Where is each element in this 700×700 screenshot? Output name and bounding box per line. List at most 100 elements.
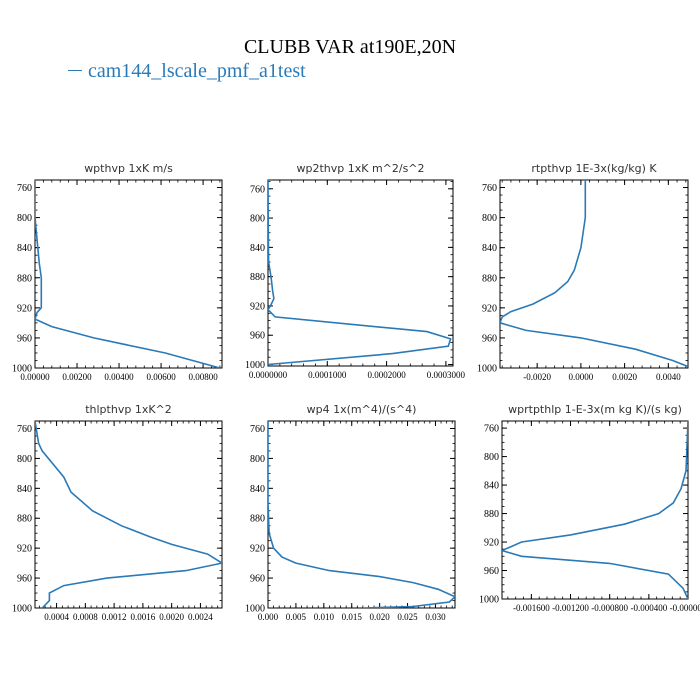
x-tick-label: 0.030 <box>425 612 446 622</box>
y-tick-label: 1000 <box>12 604 32 615</box>
y-tick-label: 840 <box>17 484 32 495</box>
y-tick-label: 760 <box>250 184 265 195</box>
y-tick-label: 1000 <box>245 604 265 615</box>
x-tick-label: 0.0000 <box>569 372 594 382</box>
y-tick-label: 760 <box>17 183 32 194</box>
y-tick-label: 760 <box>482 183 497 194</box>
x-tick-label: 0.0002000 <box>367 370 406 380</box>
plot-frame <box>501 420 689 600</box>
series-line <box>268 180 452 366</box>
x-tick-label: -0.000000 <box>670 603 700 613</box>
y-tick-label: 880 <box>482 273 497 284</box>
x-tick-label: 0.010 <box>314 612 335 622</box>
y-tick-label: 1000 <box>479 595 499 606</box>
y-tick-label: 800 <box>250 214 265 225</box>
x-tick-label: -0.000800 <box>591 603 628 613</box>
y-tick-label: 960 <box>484 566 499 577</box>
plot-frame <box>499 179 689 369</box>
y-tick-label: 840 <box>250 243 265 254</box>
x-tick-label: 0.0040 <box>656 372 681 382</box>
panel-3: rtpthvp 1E-3x(kg/kg) K 760 800 840 880 920 960… <box>477 162 689 382</box>
y-tick-label: 1000 <box>477 364 497 375</box>
x-tick-label: 0.00600 <box>146 372 176 382</box>
panel-title: wpthvp 1xK m/s <box>84 162 173 175</box>
series-line <box>268 421 455 608</box>
y-tick-label: 840 <box>17 243 32 254</box>
x-tick-label: -0.001200 <box>552 603 589 613</box>
x-tick-label: -0.000400 <box>630 603 667 613</box>
plot-frame <box>267 420 456 609</box>
x-tick-label: 0.005 <box>286 612 307 622</box>
series-line <box>502 421 688 599</box>
legend-label: cam144_lscale_pmf_a1test <box>88 60 306 82</box>
y-tick-label: 880 <box>250 514 265 525</box>
panel-1: wpthvp 1xK m/s76080084088092096010000.00… <box>12 162 223 382</box>
y-tick-label: 800 <box>250 454 265 465</box>
y-tick-label: 880 <box>17 273 32 284</box>
x-tick-label: 0.0020 <box>612 372 637 382</box>
plot-frame <box>34 179 223 369</box>
y-tick-label: 920 <box>17 544 32 555</box>
panel-2: wp2thvp 1xK m^2/s^2 760 800 840 880 920 960 100… <box>245 162 466 380</box>
x-tick-label: 0.0020 <box>159 612 184 622</box>
y-tick-label: 800 <box>17 454 32 465</box>
y-tick-label: 960 <box>250 574 265 585</box>
x-tick-label: 0.00000 <box>20 372 50 382</box>
y-tick-label: 920 <box>484 538 499 549</box>
y-tick-label: 840 <box>484 481 499 492</box>
y-tick-label: 1000 <box>245 360 265 371</box>
y-tick-label: 920 <box>17 303 32 314</box>
y-tick-label: 880 <box>484 509 499 520</box>
series-line <box>35 421 222 608</box>
series-line <box>35 180 221 368</box>
x-tick-label: 0.015 <box>342 612 363 622</box>
y-tick-label: 800 <box>17 213 32 224</box>
y-tick-label: 920 <box>250 301 265 312</box>
x-tick-label: 0.0016 <box>131 612 156 622</box>
x-tick-label: 0.020 <box>370 612 391 622</box>
y-tick-label: 960 <box>17 333 32 344</box>
y-tick-label: 840 <box>482 243 497 254</box>
x-tick-label: 0.0003000 <box>427 370 466 380</box>
plot-frame <box>267 179 454 367</box>
figure-title: CLUBB VAR at190E,20N <box>243 36 457 58</box>
panel-title: wp4 1x(m^4)/(s^4) <box>307 403 417 416</box>
x-tick-label: 0.000 <box>258 612 279 622</box>
legend: cam144_lscale_pmf_a1test <box>68 60 306 83</box>
y-tick-label: 800 <box>484 452 499 463</box>
y-tick-label: 840 <box>250 484 265 495</box>
y-tick-label: 920 <box>250 544 265 555</box>
x-tick-label: 0.0024 <box>188 612 213 622</box>
x-tick-label: 0.0004 <box>44 612 69 622</box>
y-tick-label: 760 <box>250 424 265 435</box>
y-tick-label: 960 <box>250 331 265 342</box>
x-tick-label: 0.0008 <box>73 612 98 622</box>
x-tick-label: 0.00200 <box>62 372 92 382</box>
x-tick-label: 0.0000000 <box>249 370 288 380</box>
x-tick-label: -0.001600 <box>513 603 550 613</box>
y-tick-label: 880 <box>250 272 265 283</box>
x-tick-label: 0.0012 <box>102 612 127 622</box>
legend-line-swatch <box>68 69 82 71</box>
series-line <box>500 180 688 368</box>
y-tick-label: 760 <box>17 424 32 435</box>
panel-4: thlpthvp 1xK^2 760 800 840 880 920 960 1000 0.00… <box>12 403 223 622</box>
panel-title: rtpthvp 1E-3x(kg/kg) K <box>531 162 657 175</box>
panel-title: thlpthvp 1xK^2 <box>85 403 172 416</box>
x-tick-label: -0.0020 <box>523 372 551 382</box>
plot-frame <box>34 420 223 609</box>
y-tick-label: 960 <box>17 574 32 585</box>
x-tick-label: 0.00400 <box>104 372 134 382</box>
x-tick-label: 0.00800 <box>188 372 218 382</box>
panel-6: wprtpthlp 1-E-3x(m kg K)/(s kg) 760 800 840… <box>479 403 700 613</box>
x-tick-label: 0.025 <box>397 612 418 622</box>
y-tick-label: 1000 <box>12 364 32 375</box>
y-tick-label: 920 <box>482 303 497 314</box>
y-tick-label: 960 <box>482 333 497 344</box>
panel-5: wp4 1x(m^4)/(s^4)76080084088092096010000… <box>245 403 456 622</box>
x-tick-label: 0.0001000 <box>308 370 347 380</box>
y-tick-label: 880 <box>17 514 32 525</box>
panel-title: wp2thvp 1xK m^2/s^2 <box>296 162 424 175</box>
